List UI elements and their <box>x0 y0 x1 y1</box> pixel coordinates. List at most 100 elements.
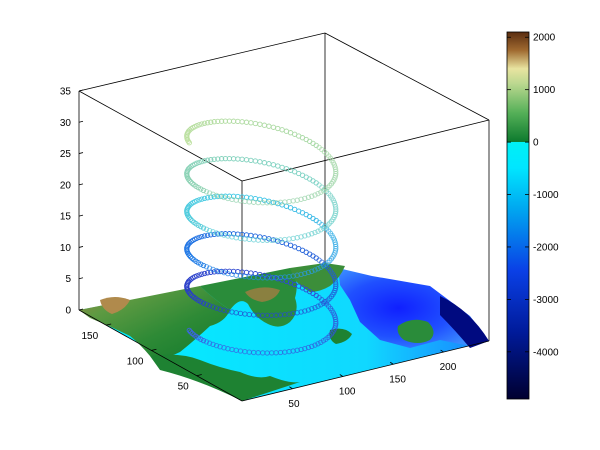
x-axis: 50 100 150 200 <box>288 349 457 410</box>
helix-marker <box>235 118 241 125</box>
helix-marker <box>332 314 338 320</box>
helix-marker <box>270 124 277 130</box>
helix-marker <box>201 233 208 239</box>
helix-marker <box>213 342 220 349</box>
helix-marker <box>261 160 268 166</box>
x-tick-mark <box>390 361 394 365</box>
z-tick-mark <box>78 246 84 248</box>
helix-marker <box>201 195 208 202</box>
helix-marker <box>203 301 210 308</box>
helix-marker <box>332 202 338 208</box>
helix-marker <box>211 119 217 125</box>
deep-trench <box>440 296 489 348</box>
helix-marker <box>186 327 192 334</box>
helix-marker <box>208 119 214 125</box>
helix-marker <box>242 236 248 242</box>
helix-marker <box>312 342 318 348</box>
x-tick-label: 50 <box>288 399 300 410</box>
helix-marker <box>305 232 312 238</box>
helix-marker <box>302 345 308 352</box>
helix-marker <box>309 268 315 274</box>
helix-marker <box>196 234 202 241</box>
z-tick-label: 5 <box>65 274 71 285</box>
helix-marker <box>251 199 257 205</box>
land-south <box>150 354 300 401</box>
helix-marker <box>208 157 214 163</box>
y-tick-mark <box>151 348 157 351</box>
helix-marker <box>287 205 294 211</box>
helix-marker <box>199 121 205 127</box>
z-tick-mark <box>78 214 84 217</box>
helix-marker <box>270 162 277 168</box>
helix-marker <box>196 122 202 128</box>
z-tick-mark <box>78 89 84 92</box>
helix-marker <box>243 119 250 125</box>
helix-marker <box>309 193 315 199</box>
helix-marker <box>287 242 294 248</box>
z-tick-label: 35 <box>60 87 72 98</box>
helix-marker <box>305 307 312 313</box>
helix-marker <box>315 228 321 234</box>
helix-marker <box>213 305 220 311</box>
y-tick-label: 100 <box>127 356 144 367</box>
helix-marker <box>302 195 308 202</box>
helix-marker <box>230 118 237 124</box>
helix-marker <box>187 179 194 185</box>
helix-marker <box>315 341 321 347</box>
helix-marker <box>298 309 304 315</box>
helix-marker <box>203 339 210 345</box>
helix-marker <box>187 291 194 298</box>
helix-marker <box>239 156 245 162</box>
helix-marker <box>252 120 259 127</box>
helix-marker <box>302 233 308 239</box>
helix-marker <box>282 236 288 243</box>
helix-marker <box>198 299 204 305</box>
helix-marker <box>213 230 220 236</box>
colorbar-gradient <box>507 32 529 399</box>
helix-marker <box>200 187 207 194</box>
helix-marker <box>199 158 205 165</box>
helix-marker <box>206 303 213 309</box>
land-islands-east <box>397 319 434 343</box>
helix-marker <box>213 267 220 274</box>
colorbar-tick-label: -2000 <box>533 242 559 253</box>
helix-marker <box>215 193 221 200</box>
z-tick-mark <box>78 152 84 154</box>
helix-marker <box>200 337 207 344</box>
helix-marker <box>332 164 338 170</box>
deep-ocean <box>338 268 489 348</box>
helix-marker <box>248 157 254 164</box>
terrain-surface <box>79 263 489 401</box>
helix-marker <box>248 120 254 126</box>
z-tick-mark <box>78 277 84 280</box>
x-tick-mark <box>289 386 293 390</box>
helix-marker <box>198 223 204 230</box>
helix-marker <box>196 159 202 166</box>
helix-marker <box>243 157 250 163</box>
helix-marker <box>305 344 312 351</box>
helix-marker <box>309 231 315 237</box>
helix-marker <box>206 227 213 234</box>
colorbar-tick-label: -3000 <box>533 295 559 306</box>
helix-marker <box>315 303 321 309</box>
z-tick-label: 30 <box>60 118 72 129</box>
x-tick-mark <box>440 349 444 353</box>
z-tick-label: 20 <box>60 180 72 191</box>
helix-marker <box>215 156 221 162</box>
helix-marker <box>187 254 194 260</box>
helix-marker <box>206 340 213 346</box>
helix-marker <box>261 122 268 128</box>
helix-marker <box>206 190 213 196</box>
helix-marker <box>210 229 216 235</box>
helix-marker <box>200 262 207 269</box>
helix-marker <box>312 229 318 236</box>
z-tick-label: 15 <box>60 212 72 223</box>
helix-marker <box>201 120 208 126</box>
colorbar-tick-label: -4000 <box>533 347 559 358</box>
land-ridge <box>245 287 280 302</box>
helix-marker <box>332 239 338 245</box>
helix-marker <box>210 304 216 310</box>
helix-marker <box>312 304 318 311</box>
helix-marker <box>204 195 211 201</box>
helix-marker <box>201 158 208 164</box>
